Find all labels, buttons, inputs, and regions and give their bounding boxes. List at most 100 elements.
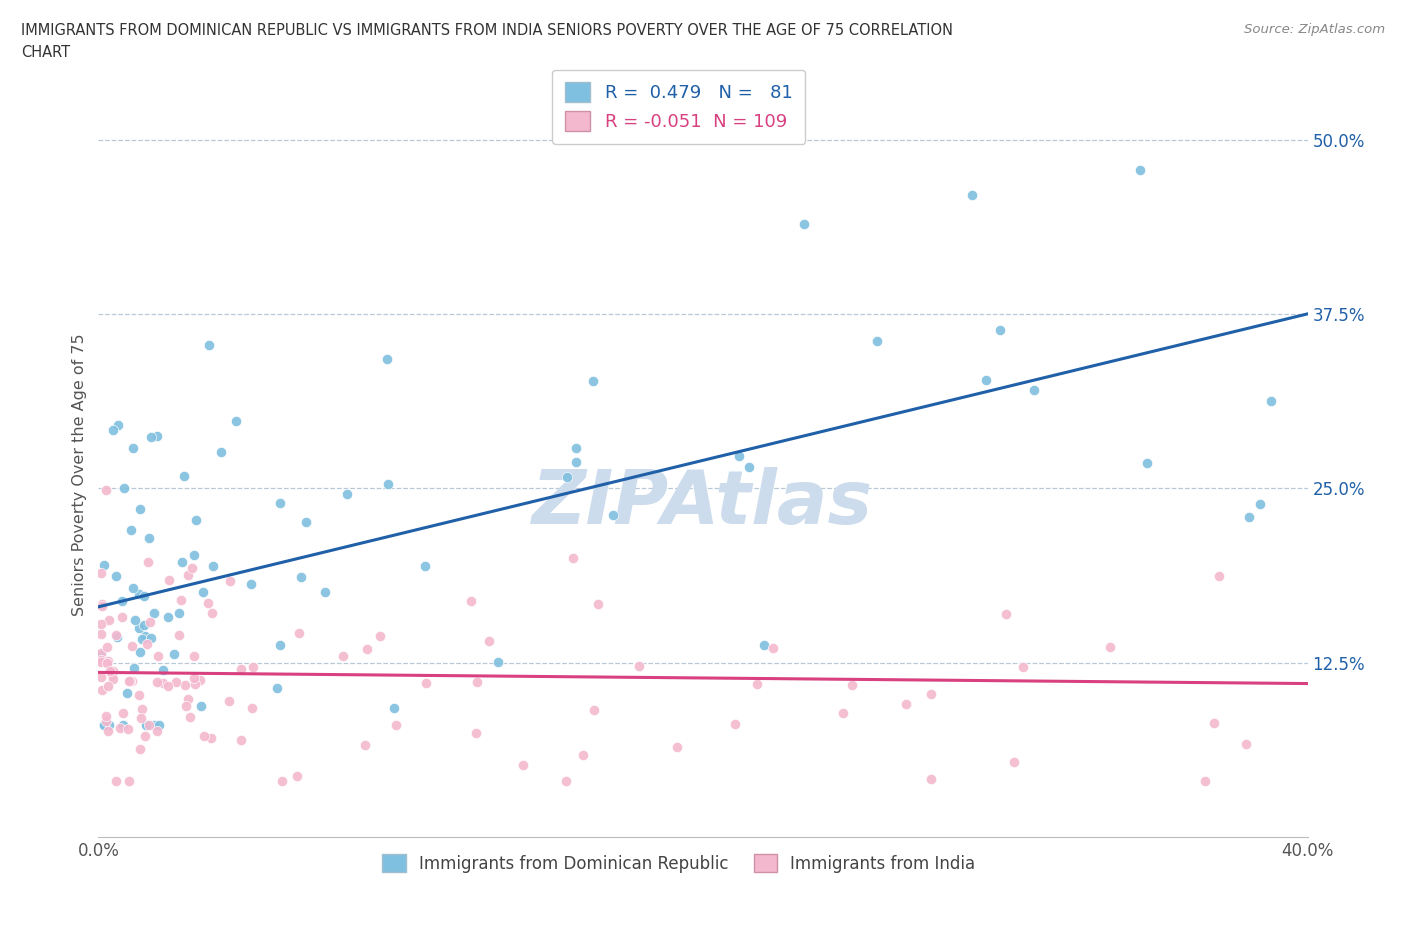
Point [97, 679, 120, 694]
Point [96, 656, 118, 671]
Point [793, 216, 815, 231]
Point [478, 633, 501, 648]
Point [183, 671, 205, 686]
Point [111, 593, 134, 608]
Point [136, 636, 159, 651]
Point [128, 644, 150, 659]
Point [290, 569, 312, 584]
Point [90, 653, 112, 668]
Point [865, 334, 887, 349]
Point [200, 731, 222, 746]
Point [152, 675, 174, 690]
Point [512, 757, 534, 772]
Point [565, 455, 588, 470]
Point [139, 631, 162, 645]
Point [90, 647, 112, 662]
Point [131, 702, 153, 717]
Text: ZIPAtlas: ZIPAtlas [533, 467, 873, 539]
Point [90, 645, 112, 660]
Point [177, 567, 200, 582]
Point [105, 628, 128, 643]
Point [201, 606, 224, 621]
Point [565, 441, 588, 456]
Point [128, 621, 150, 636]
Text: CHART: CHART [21, 45, 70, 60]
Point [90, 565, 112, 580]
Point [385, 718, 408, 733]
Point [588, 597, 610, 612]
Point [163, 646, 186, 661]
Point [920, 772, 942, 787]
Point [738, 459, 761, 474]
Point [93, 558, 115, 573]
Point [666, 739, 689, 754]
Y-axis label: Seniors Poverty Over the Age of 75: Seniors Poverty Over the Age of 75 [72, 333, 87, 616]
Point [368, 629, 391, 644]
Point [1011, 659, 1033, 674]
Point [122, 660, 145, 675]
Point [120, 674, 142, 689]
Point [988, 323, 1011, 338]
Point [242, 659, 264, 674]
Point [336, 486, 359, 501]
Point [1194, 774, 1216, 789]
Point [288, 625, 311, 640]
Point [460, 593, 482, 608]
Point [960, 188, 983, 203]
Point [211, 445, 233, 459]
Point [132, 589, 155, 604]
Point [148, 718, 170, 733]
Point [138, 718, 160, 733]
Point [156, 610, 179, 625]
Point [728, 449, 751, 464]
Point [93, 718, 115, 733]
Point [118, 774, 141, 789]
Point [240, 577, 263, 591]
Point [117, 722, 139, 737]
Point [184, 676, 207, 691]
Point [120, 523, 142, 538]
Point [170, 554, 193, 569]
Point [415, 676, 437, 691]
Point [218, 574, 240, 589]
Point [146, 429, 169, 444]
Point [465, 674, 488, 689]
Point [131, 631, 153, 646]
Point [193, 584, 215, 599]
Point [752, 638, 775, 653]
Point [122, 580, 145, 595]
Point [121, 638, 143, 653]
Point [104, 774, 127, 789]
Point [486, 655, 509, 670]
Point [1136, 455, 1159, 470]
Point [198, 338, 221, 352]
Point [94, 709, 117, 724]
Point [332, 649, 354, 664]
Point [287, 768, 309, 783]
Point [724, 717, 747, 732]
Point [138, 531, 160, 546]
Point [582, 702, 605, 717]
Point [188, 672, 211, 687]
Point [747, 677, 769, 692]
Point [91, 599, 114, 614]
Point [129, 711, 152, 725]
Point [628, 658, 651, 673]
Point [1024, 382, 1046, 397]
Point [294, 514, 316, 529]
Point [136, 555, 159, 570]
Point [229, 732, 252, 747]
Point [146, 648, 169, 663]
Point [128, 687, 150, 702]
Point [94, 483, 117, 498]
Point [193, 728, 215, 743]
Point [156, 679, 179, 694]
Point [98, 718, 121, 733]
Point [121, 674, 143, 689]
Point [356, 642, 378, 657]
Point [121, 441, 143, 456]
Point [1204, 715, 1226, 730]
Text: IMMIGRANTS FROM DOMINICAN REPUBLIC VS IMMIGRANTS FROM INDIA SENIORS POVERTY OVER: IMMIGRANTS FROM DOMINICAN REPUBLIC VS IM… [21, 23, 953, 38]
Point [90, 655, 112, 670]
Point [157, 572, 180, 587]
